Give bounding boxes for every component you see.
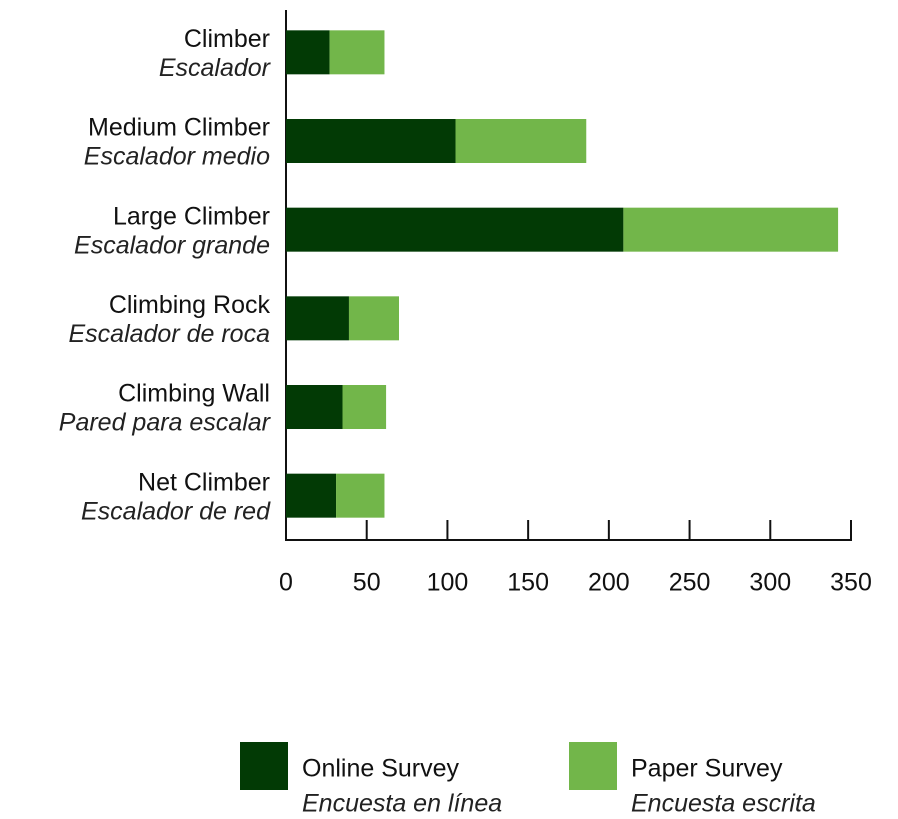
category-subtitle: Escalador: [159, 54, 272, 82]
category-subtitle: Escalador de roca: [68, 320, 270, 348]
category-label: Large Climber: [113, 202, 270, 230]
category-subtitle: Pared para escalar: [59, 409, 272, 437]
x-tick-label: 300: [749, 569, 791, 597]
category-subtitle: Escalador de red: [81, 497, 271, 525]
category-label: Climbing Rock: [109, 291, 271, 319]
x-tick-label: 100: [427, 569, 469, 597]
category-label: Climber: [184, 25, 270, 53]
category-subtitle: Escalador medio: [84, 143, 270, 171]
category-label: Medium Climber: [88, 114, 270, 142]
legend-subtitle: Encuesta en línea: [302, 790, 502, 818]
bar-segment: [286, 473, 337, 518]
bar-segment: [286, 385, 343, 429]
legend-subtitle: Encuesta escrita: [631, 790, 816, 818]
bar-segment: [455, 119, 587, 163]
x-tick-label: 200: [588, 569, 630, 597]
x-tick-label: 150: [507, 569, 549, 597]
legend-swatch: [569, 742, 617, 790]
legend-label: Online Survey: [302, 755, 460, 783]
bar-segment: [348, 296, 399, 341]
category-subtitle: Escalador grande: [74, 231, 270, 259]
x-tick-label: 0: [279, 569, 293, 597]
x-tick-label: 350: [830, 569, 872, 597]
category-label: Climbing Wall: [118, 380, 270, 408]
bar-segment: [623, 207, 839, 252]
bar-segment: [329, 30, 385, 75]
legend-swatch: [240, 742, 288, 790]
bar-segment: [286, 119, 456, 163]
legend-label: Paper Survey: [631, 755, 783, 783]
bar-segment: [336, 473, 385, 518]
bar-segment: [286, 30, 330, 75]
category-label: Net Climber: [138, 468, 270, 496]
bar-segment: [286, 207, 624, 252]
bar-segment: [342, 385, 387, 429]
x-tick-label: 50: [353, 569, 381, 597]
x-tick-label: 250: [669, 569, 711, 597]
bar-segment: [286, 296, 349, 341]
